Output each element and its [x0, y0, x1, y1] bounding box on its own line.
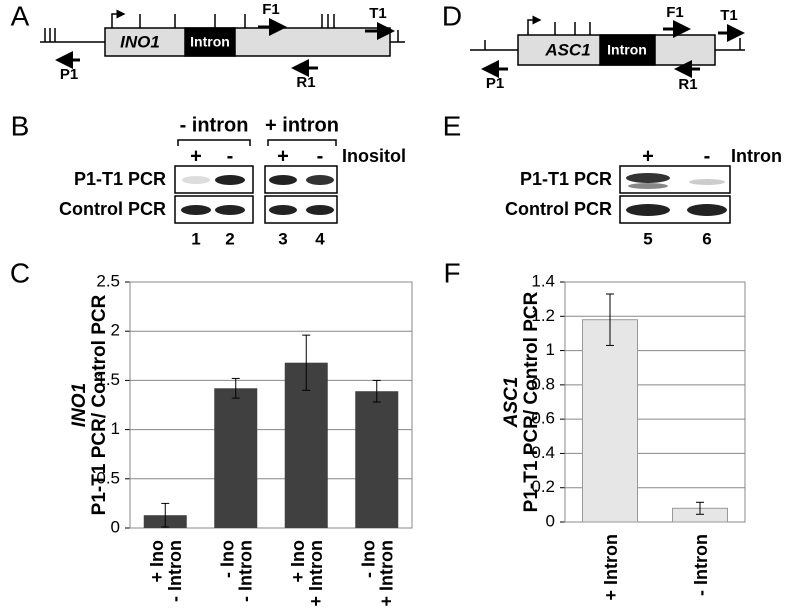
group-label: + intron	[265, 114, 339, 136]
primer-label: F1	[666, 4, 684, 21]
lane-number: 2	[225, 229, 234, 248]
y-tick-label: 1.5	[96, 370, 120, 389]
intron-label: Intron	[607, 42, 647, 58]
group-label: - intron	[180, 114, 249, 136]
y-tick-label: 0.8	[531, 374, 555, 393]
y-axis-gene: ASC1	[501, 377, 522, 429]
lane-number: 4	[315, 229, 325, 248]
primer-label: R1	[678, 76, 697, 93]
x-tick-label: - Intron	[236, 540, 256, 602]
bar	[214, 388, 258, 528]
condition-label: Inositol	[342, 146, 406, 166]
y-axis-gene: INO1	[69, 383, 90, 427]
panel-label: A	[11, 0, 30, 31]
y-tick-label: 1	[546, 340, 555, 359]
gel-b	[174, 139, 338, 224]
lane-number: 1	[191, 229, 200, 248]
primer-label: P1	[486, 75, 504, 92]
lane-sign: -	[227, 145, 234, 167]
x-tick-label: + Ino	[288, 540, 308, 583]
y-tick-label: 0	[546, 511, 555, 530]
lane-number: 6	[702, 229, 711, 248]
ino1-diagram	[40, 9, 405, 77]
x-tick-label: - Ino	[359, 540, 379, 578]
row-label: Control PCR	[59, 199, 166, 219]
lane-number: 5	[643, 229, 652, 248]
panel-label: D	[442, 0, 462, 31]
x-tick-label: - Ino	[218, 540, 238, 578]
y-tick-label: 2.5	[96, 271, 120, 290]
primer-label: T1	[720, 7, 738, 24]
y-tick-label: 0	[111, 517, 120, 536]
x-tick-label: + Ino	[147, 540, 167, 583]
gel-e	[619, 165, 731, 224]
lane-sign: +	[190, 145, 202, 167]
y-tick-label: 1.4	[531, 271, 555, 290]
panel-label: F	[443, 257, 460, 288]
primer-label: P1	[60, 66, 78, 83]
gene-name: INO1	[120, 32, 160, 51]
intron-label: Intron	[190, 34, 230, 50]
x-tick-label: + Intron	[306, 540, 326, 607]
bar	[355, 391, 399, 528]
x-tick-label: - Intron	[165, 540, 185, 602]
row-label: P1-T1 PCR	[74, 169, 166, 189]
plot-frame	[129, 281, 413, 529]
lane-sign: -	[317, 145, 324, 167]
x-tick-label: + Intron	[377, 540, 397, 607]
y-tick-label: 0.4	[531, 443, 555, 462]
y-tick-label: 2	[111, 321, 120, 340]
asc1-diagram	[470, 15, 745, 78]
row-label: Control PCR	[505, 199, 612, 219]
y-tick-label: 1.2	[531, 306, 555, 325]
x-tick-label: + Intron	[601, 534, 621, 601]
y-tick-label: 0.6	[531, 409, 555, 428]
lane-sign: +	[277, 145, 289, 167]
gene-name: ASC1	[544, 40, 590, 59]
primer-label: F1	[262, 1, 280, 18]
y-axis-label: P1-T1 PCR/ Control PCR	[89, 294, 110, 515]
condition-label: Intron	[731, 146, 782, 166]
primer-label: T1	[369, 5, 387, 22]
y-tick-label: 0.2	[531, 477, 555, 496]
y-axis-label: P1-T1 PCR/ Control PCR	[521, 291, 542, 512]
lane-sign: +	[642, 145, 654, 167]
y-tick-label: 0.5	[96, 468, 120, 487]
row-label: P1-T1 PCR	[520, 169, 612, 189]
panel-label: B	[11, 110, 30, 141]
lane-sign: -	[704, 145, 711, 167]
y-tick-label: 1	[111, 419, 120, 438]
panel-label: C	[10, 257, 30, 288]
lane-number: 3	[278, 229, 287, 248]
bar	[582, 319, 638, 523]
primer-label: R1	[296, 74, 315, 91]
panel-label: E	[443, 110, 462, 141]
x-tick-label: - Intron	[691, 534, 711, 596]
plot-frame	[564, 281, 746, 523]
